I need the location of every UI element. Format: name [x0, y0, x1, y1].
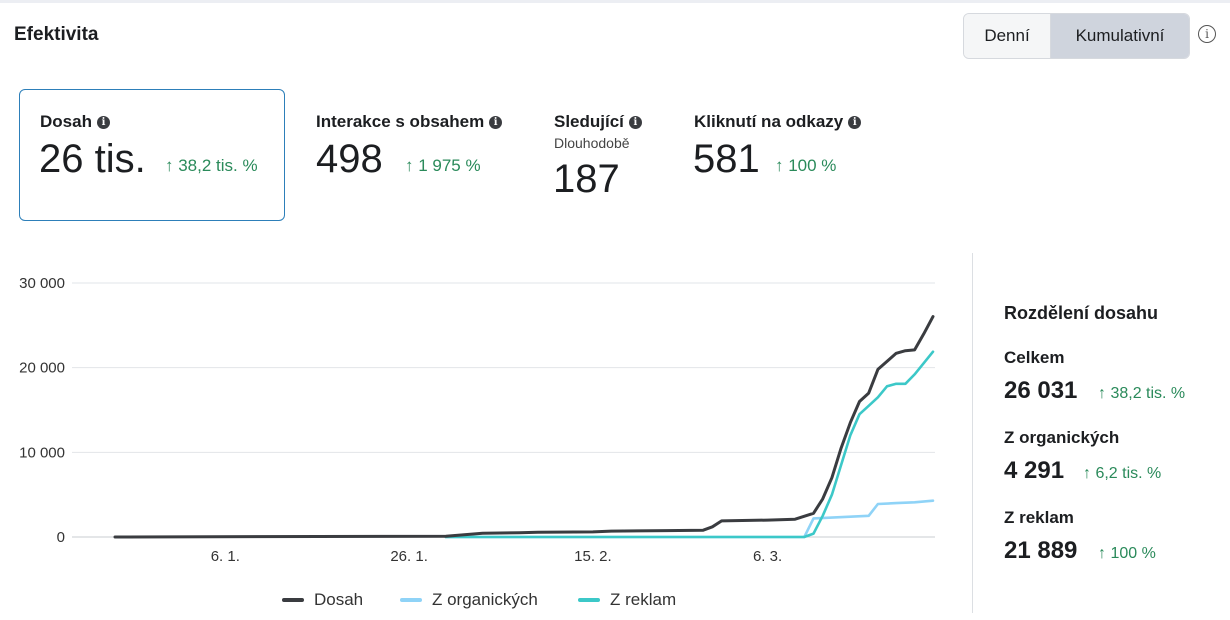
info-dot-icon[interactable]: i [96, 115, 110, 129]
metric-title-link-clicks-label: Kliknutí na odkazy [694, 112, 844, 131]
x-tick-label: 6. 1. [211, 548, 240, 565]
metric-title-reach-label: Dosah [40, 112, 92, 131]
breakdown-change-organic: ↑ 6,2 tis. % [1083, 465, 1162, 482]
y-tick-label: 20 000 [19, 360, 65, 377]
breakdown-change-total: ↑ 38,2 tis. % [1098, 385, 1186, 402]
metric-change-interactions: ↑ 1 975 % [405, 156, 481, 175]
metric-value-reach: 26 tis. [39, 137, 146, 181]
breakdown-change-ads: ↑ 100 % [1098, 545, 1156, 562]
legend-swatch [578, 598, 600, 602]
x-axis-ticks: 6. 1. 26. 1. 15. 2. 6. 3. [211, 548, 782, 565]
metric-value-followers: 187 [553, 157, 620, 201]
metric-change-link-clicks: ↑ 100 % [775, 156, 837, 175]
legend-swatch [282, 598, 304, 602]
info-dot-icon[interactable]: i [628, 115, 642, 129]
y-tick-label: 0 [57, 529, 65, 546]
series-line-organic [444, 499, 935, 539]
y-tick-label: 10 000 [19, 444, 65, 461]
metric-title-interactions-label: Interakce s obsahem [316, 112, 485, 131]
metric-title-interactions: Interakce s obsahem i [316, 112, 503, 132]
metric-subtitle-followers: Dlouhodobě [554, 135, 630, 151]
chart-lines [113, 315, 935, 539]
series-line-reach [113, 315, 935, 539]
metric-title-link-clicks: Kliknutí na odkazy i [694, 112, 862, 132]
metric-title-followers: Sledující i [554, 112, 642, 132]
top-border [0, 0, 1230, 3]
breakdown-label-organic: Z organických [1004, 428, 1120, 447]
breakdown-label-ads: Z reklam [1004, 508, 1074, 527]
breakdown-value-ads: 21 889 [1004, 537, 1078, 564]
y-axis-ticks: 0 10 000 20 000 30 000 [19, 275, 65, 546]
tab-daily[interactable]: Denní [964, 14, 1050, 58]
metric-change-reach: ↑ 38,2 tis. % [165, 156, 258, 175]
series-line-ads [444, 350, 935, 539]
panel-divider [972, 253, 973, 613]
breakdown-title: Rozdělení dosahu [1004, 303, 1159, 323]
breakdown-value-organic: 4 291 [1004, 457, 1065, 484]
legend-item-organic[interactable]: Z organických [400, 590, 538, 610]
legend-item-ads[interactable]: Z reklam [578, 590, 676, 610]
legend-swatch [400, 598, 422, 602]
metric-value-interactions: 498 [316, 137, 383, 181]
chart-grid [72, 282, 935, 538]
metric-title-reach: Dosah i [40, 112, 110, 132]
breakdown-value-total: 26 031 [1004, 377, 1078, 404]
info-dot-icon[interactable]: i [848, 115, 862, 129]
legend-item-reach[interactable]: Dosah [282, 590, 363, 610]
legend-label: Z reklam [610, 590, 677, 609]
legend-label: Dosah [314, 590, 364, 609]
metric-value-link-clicks: 581 [693, 137, 760, 181]
x-tick-label: 6. 3. [753, 548, 782, 565]
section-title: Efektivita [14, 24, 99, 45]
x-tick-label: 15. 2. [574, 548, 612, 565]
tab-cumulative[interactable]: Kumulativní [1050, 14, 1189, 58]
x-tick-label: 26. 1. [390, 548, 428, 565]
metric-card-reach[interactable] [19, 89, 285, 221]
view-toggle: Denní Kumulativní [963, 13, 1190, 59]
breakdown-label-total: Celkem [1004, 348, 1065, 367]
info-icon[interactable]: i [1198, 25, 1216, 43]
y-tick-label: 30 000 [19, 275, 65, 292]
legend-label: Z organických [432, 590, 538, 609]
metric-title-followers-label: Sledující [554, 112, 624, 131]
info-dot-icon[interactable]: i [489, 115, 503, 129]
